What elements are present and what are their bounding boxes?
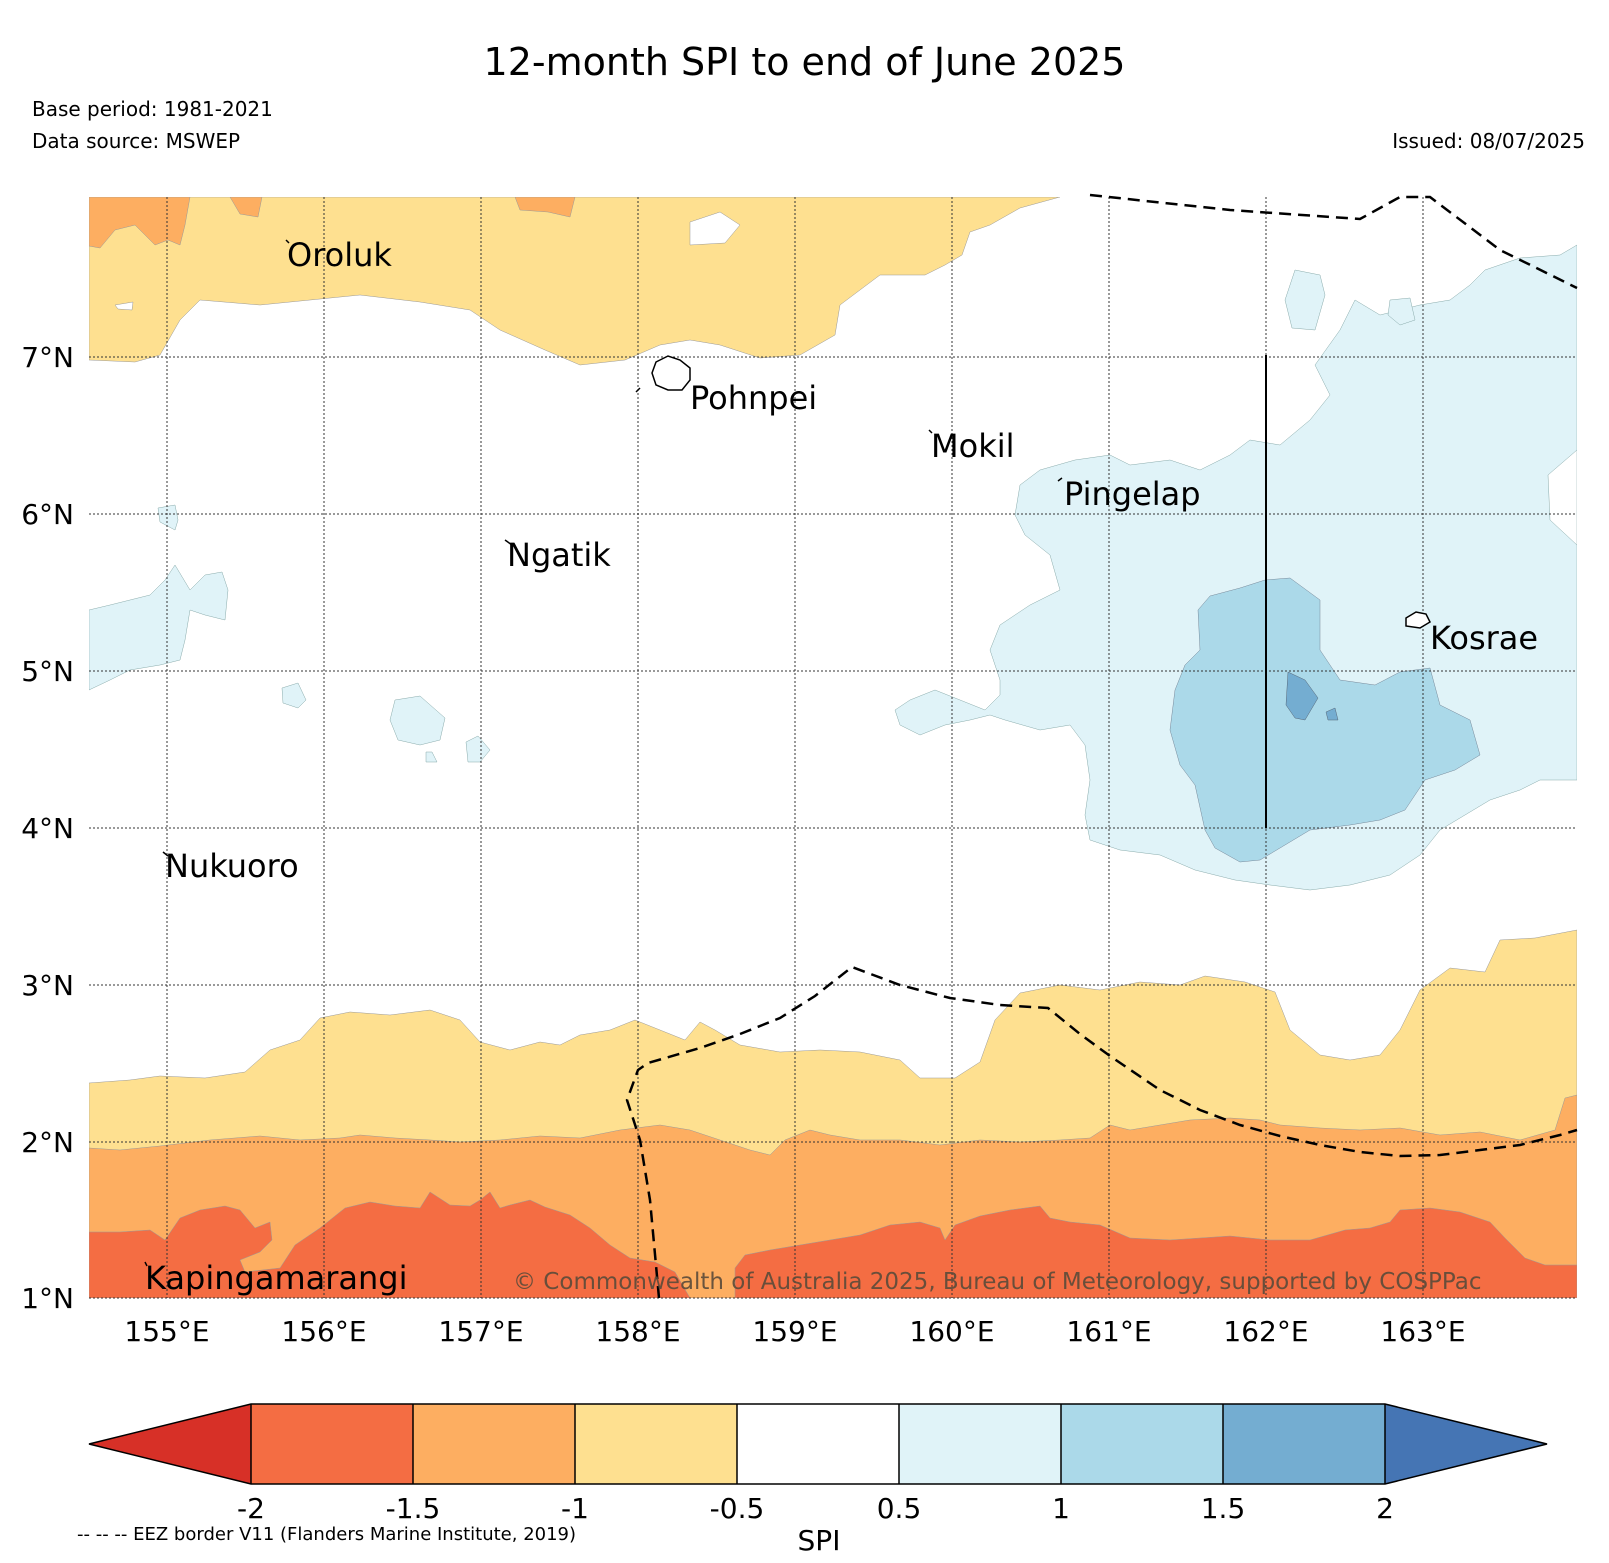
colorbar-label: SPI (798, 1524, 841, 1557)
spi-zone-wet-light-5 (389, 695, 446, 746)
colorbar: -2 -1.5 -1 -0.5 0.5 1 1.5 2 SPI (88, 1403, 1548, 1557)
spi-zone-north-white-1 (689, 211, 741, 246)
lat-tick-7: 7°N (21, 341, 74, 374)
label-kapingamarangi: Kapingamarangi (145, 1259, 407, 1297)
label-mokil: Mokil (931, 427, 1015, 465)
eez-border-south (625, 965, 1578, 1299)
colorbar-bin-2 (413, 1404, 575, 1484)
issued-date: Issued: 08/07/2025 (1392, 129, 1585, 153)
colorbar-extend-low (89, 1404, 251, 1484)
spi-zone-dry-north (89, 197, 1061, 366)
copyright-text: © Commonwealth of Australia 2025, Bureau… (513, 1269, 1482, 1295)
colorbar-bin-3 (575, 1404, 737, 1484)
lon-tick-160: 160°E (909, 1315, 994, 1348)
kapinga-islet (144, 1261, 148, 1267)
label-oroluk: Oroluk (287, 236, 392, 274)
spi-zone-dry-south-red-east (734, 1205, 1577, 1298)
chart-title: 12-month SPI to end of June 2025 (483, 40, 1126, 84)
eez-borders (625, 193, 1578, 1299)
lon-tick-161: 161°E (1066, 1315, 1151, 1348)
eez-border-north (1089, 193, 1578, 290)
oroluk-islet (285, 239, 290, 244)
colorbar-bin-7 (1223, 1404, 1385, 1484)
label-nukuoro: Nukuoro (165, 847, 299, 885)
base-period: Base period: 1981-2021 (32, 97, 273, 121)
spi-zone-wet-light-west (89, 564, 229, 691)
lon-tick-163: 163°E (1380, 1315, 1465, 1348)
colorbar-bin-4 (737, 1404, 899, 1484)
lon-tick-162: 162°E (1223, 1315, 1308, 1348)
lat-tick-4: 4°N (21, 812, 74, 845)
spi-zone-wet-dark-2 (1325, 707, 1339, 721)
mokil-islet (928, 429, 933, 434)
spi-zone-north-orange-2 (229, 197, 263, 218)
spi-zone-north-orange-1 (89, 197, 191, 249)
lon-tick-157: 157°E (438, 1315, 523, 1348)
data-source: Data source: MSWEP (32, 129, 241, 153)
colorbar-tick-8: 2 (1376, 1492, 1394, 1525)
spi-zone-wet-dark-1 (1285, 671, 1319, 721)
island-shapes (144, 239, 1431, 1267)
lat-tick-6: 6°N (21, 498, 74, 531)
colorbar-tick-2: -1.5 (386, 1492, 441, 1525)
colorbar-bin-1 (251, 1404, 413, 1484)
nukuoro-islet (162, 851, 169, 857)
spi-zone-wet-light-2 (1387, 297, 1416, 326)
lat-tick-1: 1°N (21, 1282, 74, 1315)
lon-tick-155: 155°E (124, 1315, 209, 1348)
map-area (89, 197, 1577, 1298)
eez-legend-note: -- -- -- EEZ border V11 (Flanders Marine… (77, 1524, 577, 1545)
label-ngatik: Ngatik (507, 536, 611, 574)
lat-tick-3: 3°N (21, 969, 74, 1002)
kosrae-island (1405, 611, 1431, 629)
label-pohnpei: Pohnpei (690, 379, 817, 417)
colorbar-tick-6: 1 (1052, 1492, 1070, 1525)
spi-zone-north-white-2 (114, 301, 134, 311)
colorbar-tick-7: 1.5 (1201, 1492, 1246, 1525)
colorbar-bin-5 (899, 1404, 1061, 1484)
colorbar-bin-6 (1061, 1404, 1223, 1484)
lon-tick-159: 159°E (752, 1315, 837, 1348)
lon-tick-158: 158°E (595, 1315, 680, 1348)
colorbar-tick-1: -2 (237, 1492, 265, 1525)
pohnpei-island (651, 355, 691, 391)
spi-zone-wet-light-6 (465, 735, 491, 763)
lat-tick-labels: 1°N 2°N 3°N 4°N 5°N 6°N 7°N (21, 341, 74, 1315)
spi-zone-wet-light-1 (1284, 269, 1326, 331)
spi-zone-wet-light-3 (157, 504, 179, 531)
spi-zone-north-orange-3 (514, 197, 576, 218)
colorbar-tick-5: 0.5 (877, 1492, 922, 1525)
spi-zone-dry-south-red-west (89, 1191, 691, 1298)
small-islet (635, 387, 641, 393)
spi-zone-wet-light-4 (281, 682, 307, 709)
colorbar-tick-3: -1 (561, 1492, 589, 1525)
colorbar-extend-high (1385, 1404, 1547, 1484)
label-pingelap: Pingelap (1064, 475, 1201, 513)
lon-tick-156: 156°E (281, 1315, 366, 1348)
gridlines (89, 197, 1577, 1299)
pingelap-islet (1057, 477, 1063, 482)
ngatik-islet (504, 539, 513, 546)
colorbar-tick-4: -0.5 (710, 1492, 765, 1525)
lat-tick-2: 2°N (21, 1126, 74, 1159)
spi-zone-wet-light-east-white (1547, 449, 1577, 546)
lon-tick-labels: 155°E 156°E 157°E 158°E 159°E 160°E 161°… (124, 1315, 1465, 1348)
lat-tick-5: 5°N (21, 655, 74, 688)
label-kosrae: Kosrae (1430, 619, 1538, 657)
spi-zone-wet-light-7 (425, 751, 438, 763)
